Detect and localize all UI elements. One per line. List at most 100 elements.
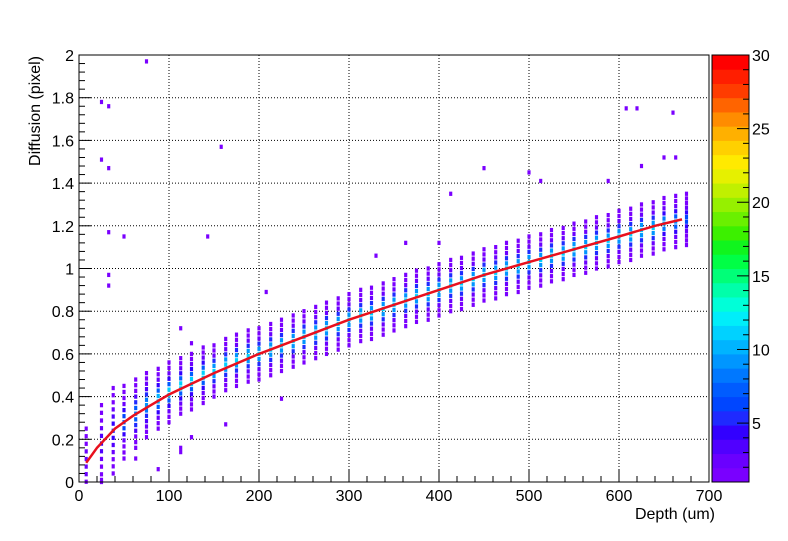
heatmap-cell xyxy=(617,229,621,234)
heatmap-cell xyxy=(437,277,441,282)
color-scale-segment xyxy=(712,396,749,412)
heatmap-cell xyxy=(134,400,138,405)
heatmap-cell xyxy=(201,345,205,350)
heatmap-cell xyxy=(167,360,171,365)
heatmap-cell xyxy=(324,315,329,321)
outlier-cell xyxy=(539,178,543,184)
heatmap-cell xyxy=(336,347,340,352)
heatmap-cell xyxy=(111,393,115,398)
heatmap-cell xyxy=(404,318,408,324)
color-scale-segment xyxy=(712,311,749,326)
heatmap-cell xyxy=(639,212,644,217)
heatmap-cell xyxy=(459,296,464,301)
heatmap-cell xyxy=(594,261,599,266)
heatmap-cell xyxy=(347,297,351,302)
heatmap-cell xyxy=(572,231,576,237)
heatmap-cell xyxy=(651,236,655,241)
heatmap-cell xyxy=(606,223,610,228)
heatmap-cell xyxy=(144,429,149,434)
heatmap-cell xyxy=(111,457,115,462)
heatmap-cell xyxy=(437,303,441,308)
heatmap-cell xyxy=(584,239,588,245)
heatmap-cell xyxy=(324,300,329,305)
heatmap-cell xyxy=(279,322,284,327)
outlier-cell xyxy=(635,106,639,111)
heatmap-cell xyxy=(606,264,610,269)
heatmap-cell xyxy=(561,261,565,266)
y-axis-ticks: 0 0.2 0.4 0.6 0.8 1 1.2 1.4 1.6 1.8 2 xyxy=(52,48,91,492)
heatmap-cell xyxy=(269,337,273,342)
heatmap-cell xyxy=(404,288,408,293)
heatmap-cell xyxy=(347,312,351,317)
heatmap-cell xyxy=(257,377,261,382)
heatmap-cell xyxy=(504,245,509,251)
heatmap-cell xyxy=(324,341,329,346)
heatmap-cell xyxy=(584,270,588,275)
heatmap-cell xyxy=(359,308,363,313)
heatmap-cell xyxy=(437,262,441,267)
heatmap-cell xyxy=(561,256,565,261)
heatmap-cell xyxy=(234,363,239,368)
heatmap-cell xyxy=(189,351,194,357)
heatmap-cell xyxy=(369,290,374,295)
heatmap-cell xyxy=(111,449,115,455)
outlier-cell xyxy=(224,422,228,427)
heatmap-cell xyxy=(539,252,543,257)
heatmap-cell xyxy=(246,353,250,359)
heatmap-cell xyxy=(414,304,419,309)
x-tick-label: 400 xyxy=(426,488,453,505)
heatmap-cell xyxy=(291,344,295,349)
heatmap-cell xyxy=(449,268,453,273)
heatmap-cell xyxy=(404,313,408,319)
heatmap-cell xyxy=(234,353,239,358)
heatmap-cell xyxy=(84,456,88,462)
heatmap-cell xyxy=(122,407,126,413)
heatmap-cell xyxy=(674,229,678,234)
heatmap-cell xyxy=(572,236,576,242)
color-scale-tick-label: 10 xyxy=(752,342,770,359)
heatmap-cell xyxy=(426,317,430,322)
heatmap-cell xyxy=(674,193,678,199)
heatmap-cell xyxy=(459,271,464,276)
heatmap-cell xyxy=(639,202,644,207)
heatmap-cell xyxy=(449,293,453,298)
heatmap-cell xyxy=(324,346,329,351)
heatmap-cell xyxy=(156,421,160,426)
heatmap-cell xyxy=(561,236,565,241)
heatmap-cell xyxy=(111,385,115,391)
heatmap-cell xyxy=(414,288,419,294)
y-tick-label: 1.8 xyxy=(52,91,74,108)
heatmap-cell xyxy=(134,445,138,450)
outlier-cell xyxy=(206,234,210,239)
heatmap-cell xyxy=(651,215,655,220)
outlier-cell xyxy=(482,166,486,171)
outlier-cell xyxy=(107,272,111,278)
heatmap-cell xyxy=(144,381,149,386)
y-tick-label: 0.2 xyxy=(52,432,74,449)
heatmap-cell xyxy=(167,365,171,371)
heatmap-cell xyxy=(549,274,554,279)
heatmap-cell xyxy=(527,265,531,270)
heatmap-cell xyxy=(246,343,250,348)
heatmap-cell xyxy=(189,402,194,407)
heatmap-cell xyxy=(122,401,126,407)
heatmap-cell xyxy=(674,234,678,240)
heatmap-cell xyxy=(167,403,171,409)
outlier-cell xyxy=(606,178,610,184)
heatmap-cell xyxy=(684,191,689,196)
heatmap-cell xyxy=(324,310,329,316)
heatmap-cell xyxy=(359,292,363,298)
heatmap-cell xyxy=(336,332,340,337)
heatmap-cell xyxy=(84,449,88,454)
heatmap-cell xyxy=(494,265,498,270)
heatmap-cells xyxy=(84,59,689,485)
heatmap-cell xyxy=(167,398,171,403)
heatmap-cell xyxy=(594,230,599,235)
heatmap-cell xyxy=(494,286,498,291)
heatmap-cell xyxy=(144,419,149,424)
heatmap-cell xyxy=(527,244,531,249)
color-scale-segment xyxy=(712,268,749,284)
heatmap-cell xyxy=(527,249,531,254)
heatmap-cell xyxy=(606,259,610,264)
